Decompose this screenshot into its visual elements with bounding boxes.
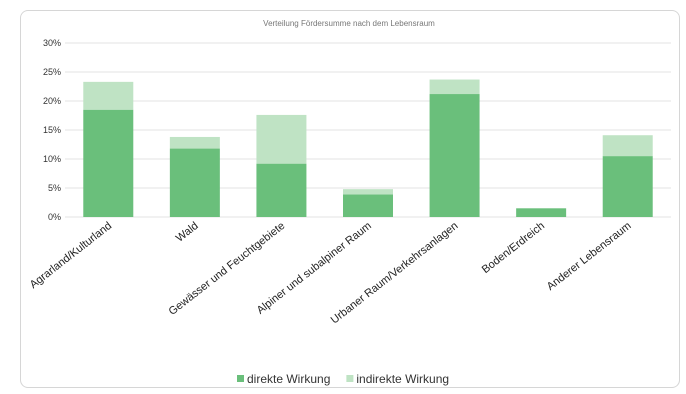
bar-direkte-6 bbox=[602, 156, 653, 217]
x-category-label: Boden/Erdreich bbox=[480, 220, 547, 276]
y-tick-label: 25% bbox=[43, 67, 61, 77]
y-tick-label: 0% bbox=[48, 212, 61, 222]
bar-indirekte-2 bbox=[256, 114, 307, 164]
x-category-label: Wald bbox=[174, 220, 201, 245]
y-tick-label: 5% bbox=[48, 183, 61, 193]
x-category-label: Agrarland/Kulturland bbox=[28, 220, 114, 291]
chart-frame: Verteilung Fördersumme nach dem Lebensra… bbox=[20, 10, 680, 388]
bar-indirekte-3 bbox=[343, 189, 393, 195]
legend-label: indirekte Wirkung bbox=[356, 372, 449, 386]
legend-swatch bbox=[346, 375, 354, 382]
legend-swatch bbox=[237, 375, 244, 382]
bar-indirekte-0 bbox=[83, 81, 134, 110]
gridlines bbox=[65, 42, 671, 218]
chart-title: Verteilung Fördersumme nach dem Lebensra… bbox=[263, 19, 435, 28]
bar-direkte-0 bbox=[83, 109, 134, 217]
y-tick-label: 15% bbox=[43, 125, 61, 135]
legend-label: direkte Wirkung bbox=[247, 372, 330, 386]
y-tick-label: 20% bbox=[43, 96, 61, 106]
legend: direkte Wirkung indirekte Wirkung bbox=[237, 372, 449, 386]
bar-indirekte-1 bbox=[169, 136, 220, 149]
y-tick-label: 10% bbox=[43, 154, 61, 164]
bar-direkte-1 bbox=[169, 148, 220, 217]
bar-indirekte-4 bbox=[429, 79, 480, 95]
bar-indirekte-6 bbox=[602, 135, 653, 157]
bar-direkte-2 bbox=[256, 163, 307, 217]
bar-direkte-4 bbox=[429, 94, 480, 217]
x-category-label: Anderer Lebensraum bbox=[545, 220, 634, 293]
bar-direkte-3 bbox=[343, 194, 393, 217]
y-tick-label: 30% bbox=[43, 38, 61, 48]
chart-svg: Verteilung Fördersumme nach dem Lebensra… bbox=[28, 19, 671, 386]
bar-direkte-5 bbox=[516, 208, 567, 217]
y-axis-ticks: 0% 5% 10% 15% 20% 25% 30% bbox=[43, 38, 61, 222]
bars bbox=[83, 79, 653, 217]
